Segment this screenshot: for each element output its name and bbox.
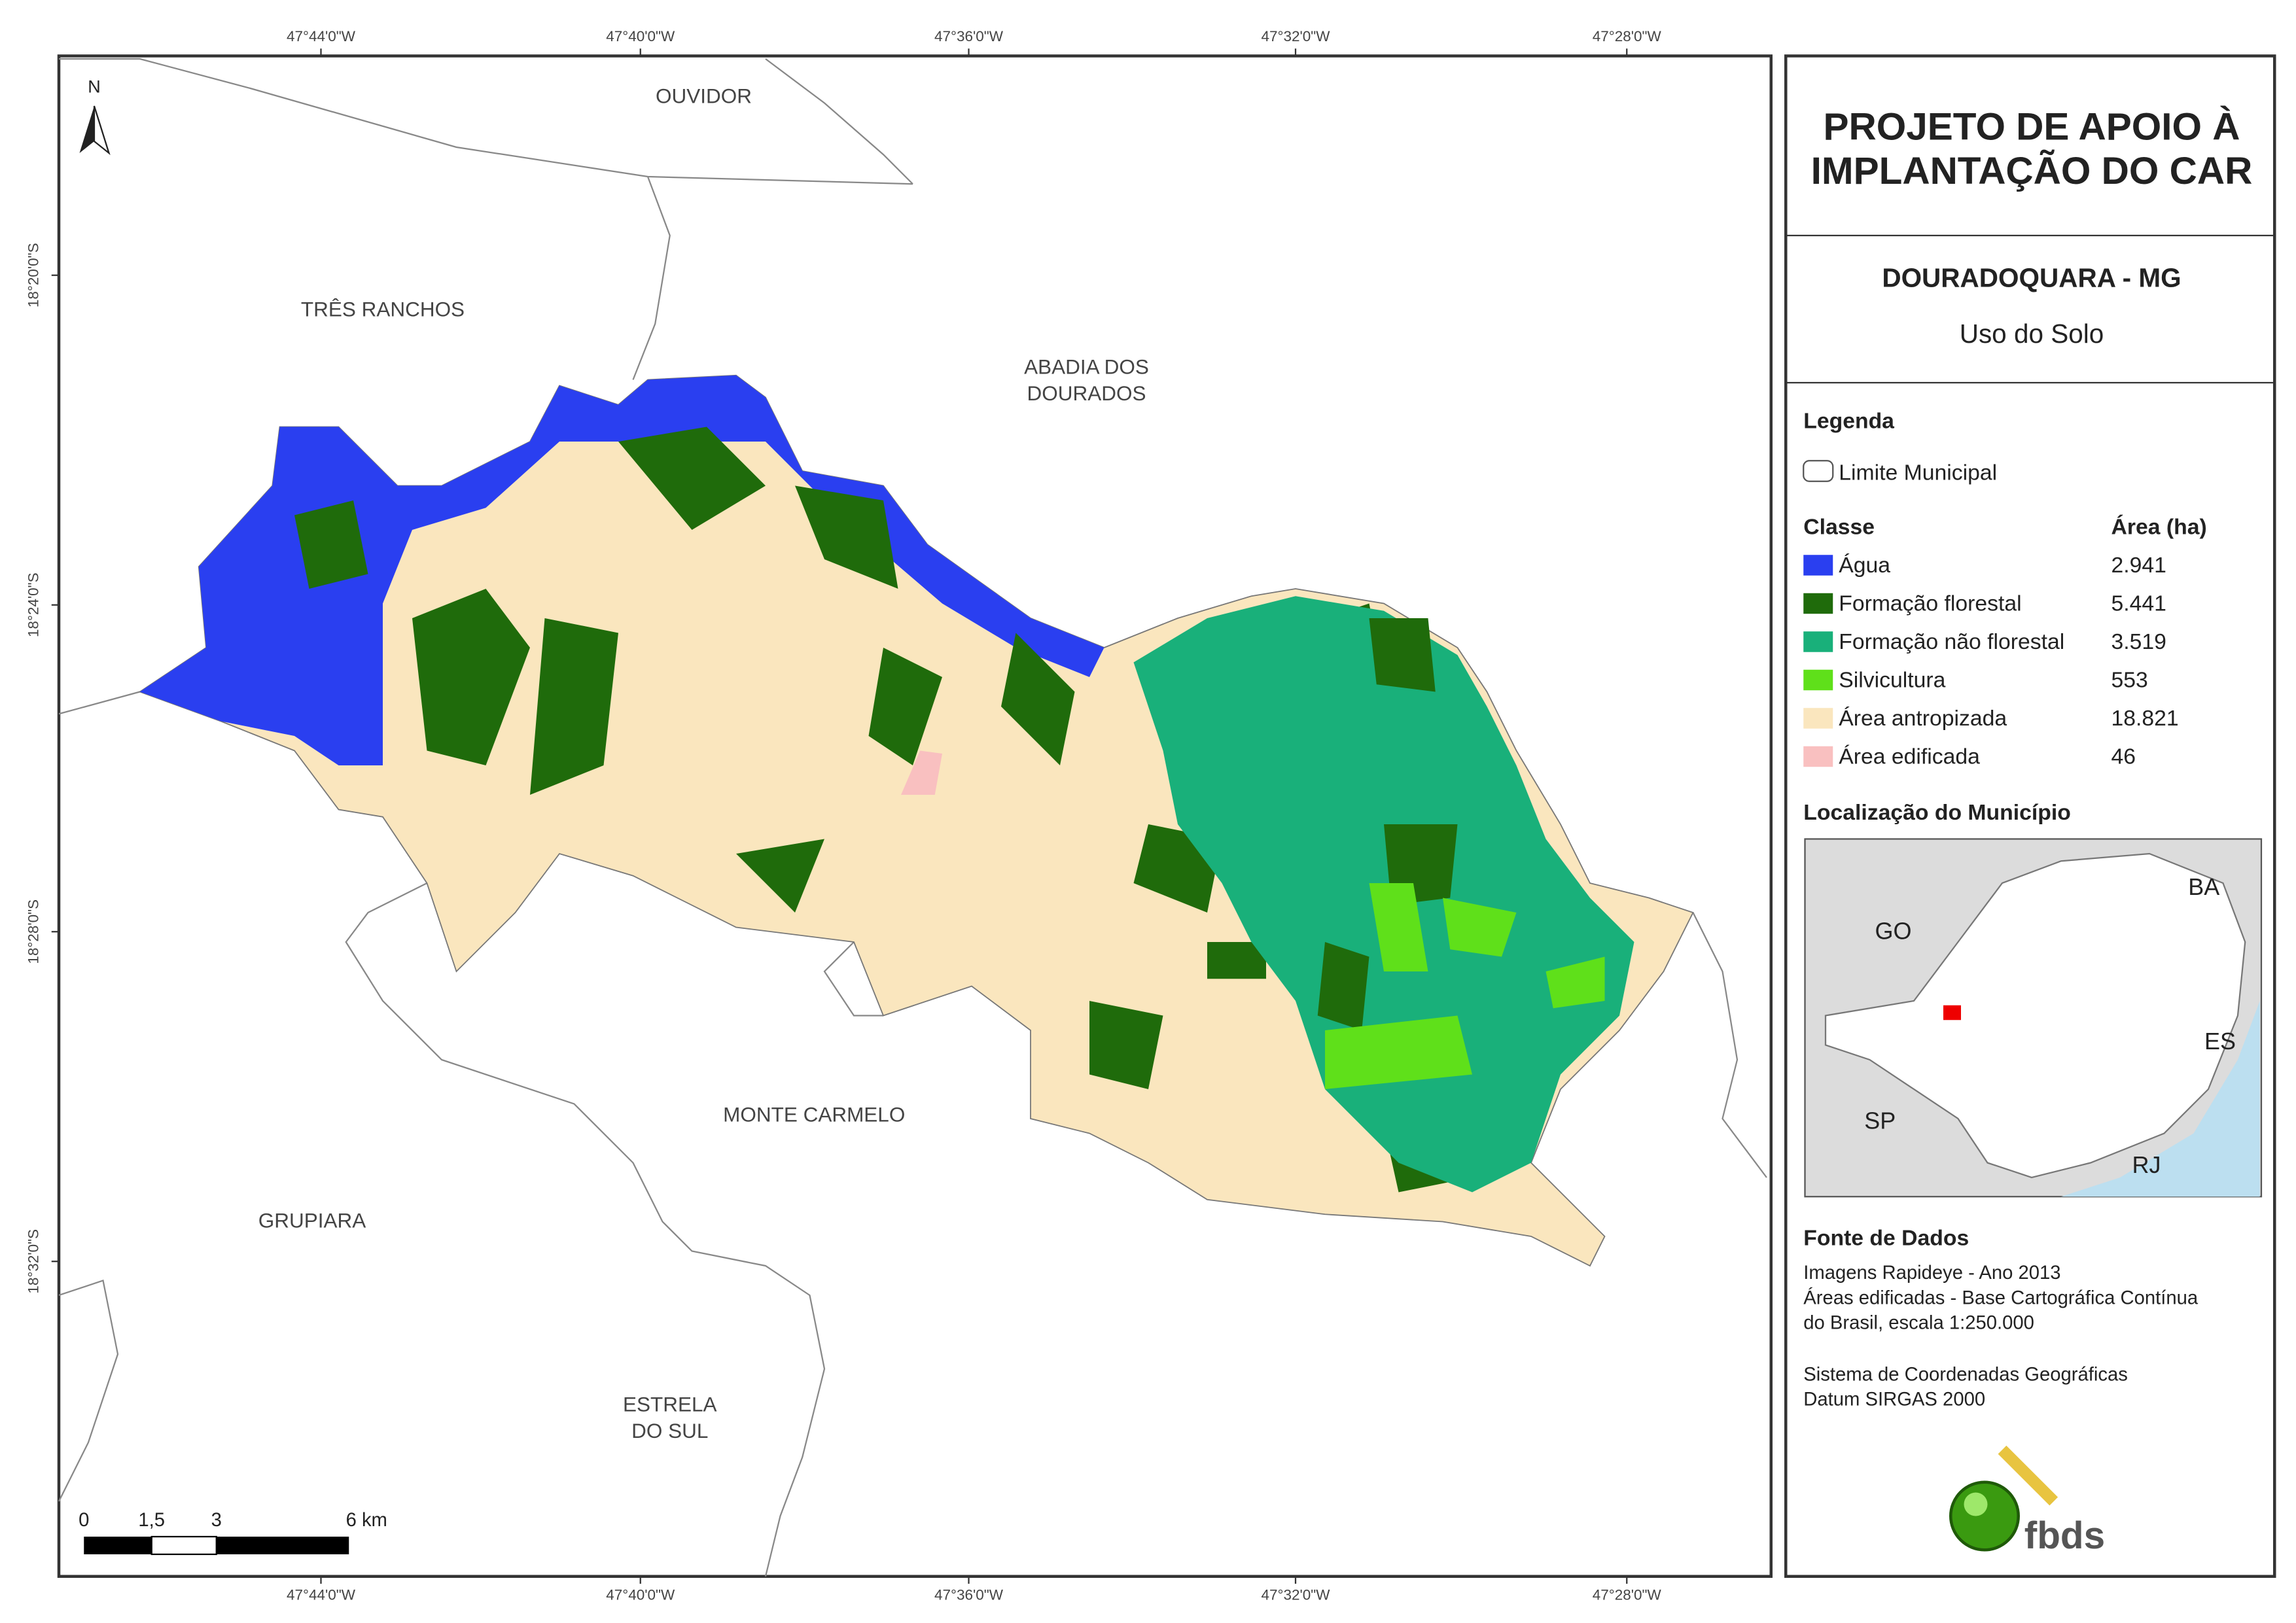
coordinates: 47°44'0"W 47°40'0"W 47°36'0"W 47°32'0"W 47°2… <box>25 28 1661 1603</box>
class-header: Classe <box>1803 515 1875 540</box>
legend-title: Legenda <box>1803 409 1894 434</box>
place-label: DO SUL <box>631 1419 708 1442</box>
scale-labels: 0 1,5 3 6 km <box>79 1510 387 1531</box>
legend-swatch <box>1803 708 1833 729</box>
legend-swatch <box>1803 746 1833 767</box>
legend-label: Área antropizada <box>1839 706 2007 731</box>
bottom-coordinate: 47°36'0"W <box>934 1587 1004 1603</box>
north-label: N <box>88 77 100 97</box>
legend-label: Água <box>1839 553 1890 578</box>
legend-area: 46 <box>2111 744 2136 769</box>
inset-label: SP <box>1864 1108 1896 1134</box>
top-coordinate: 47°36'0"W <box>934 28 1004 44</box>
place-label: OUVIDOR <box>656 84 752 107</box>
place-label: DOURADOS <box>1027 381 1146 405</box>
scale-label: 6 km <box>346 1510 387 1531</box>
inset-label: BA <box>2188 873 2219 900</box>
source-line: do Brasil, escala 1:250.000 <box>1803 1313 2034 1334</box>
bottom-coordinate: 47°44'0"W <box>287 1587 356 1603</box>
bottom-coordinate: 47°32'0"W <box>1261 1587 1330 1603</box>
place-label: ESTRELA <box>623 1393 716 1416</box>
legend-label: Silvicultura <box>1839 668 1945 693</box>
water-area <box>139 375 1104 765</box>
legend-area: 5.441 <box>2111 591 2166 616</box>
legend: Água 2.941 Formação florestal 5.441 Formação… <box>1803 553 2179 769</box>
source-line: Sistema de Coordenadas Geográficas <box>1803 1364 2128 1385</box>
sources: Imagens Rapideye - Ano 2013 Áreas edifica… <box>1803 1263 2199 1410</box>
boundary-label: Limite Municipal <box>1839 460 1997 485</box>
left-coordinate: 18°24'0"S <box>25 572 41 637</box>
title-line: IMPLANTAÇÃO DO CAR <box>1811 149 2253 192</box>
top-coordinate: 47°28'0"W <box>1593 28 1662 44</box>
forest-patches-east <box>1317 618 1458 1030</box>
place-label: MONTE CARMELO <box>723 1102 905 1126</box>
legend-swatch <box>1803 631 1833 652</box>
neighbor-boundaries <box>58 58 1767 1577</box>
scale-bar: 0 1,5 3 6 km <box>79 1510 387 1556</box>
place-label: GRUPIARA <box>258 1208 366 1232</box>
source-line: Imagens Rapideye - Ano 2013 <box>1803 1263 2060 1283</box>
boundary-swatch <box>1803 460 1834 482</box>
logo: fbds <box>1949 1445 2105 1557</box>
inset-label: RJ <box>2132 1151 2161 1178</box>
location-inset: BA GO ES SP RJ <box>1804 838 2263 1198</box>
location-title: Localização do Município <box>1803 800 2071 825</box>
title-line: PROJETO DE APOIO À <box>1824 105 2240 148</box>
place-label: ABADIA DOS <box>1024 355 1149 378</box>
legend-label: Formação florestal <box>1839 591 2021 616</box>
inset-label: GO <box>1875 917 1911 944</box>
source-line: Datum SIRGAS 2000 <box>1803 1389 1985 1410</box>
panel-frame <box>1784 54 2276 1578</box>
subtitle: Uso do Solo <box>1960 319 2104 349</box>
municipality-name: DOURADOQUARA - MG <box>1882 263 2181 293</box>
place-label: TRÊS RANCHOS <box>301 298 465 321</box>
left-coordinate: 18°28'0"S <box>25 899 41 964</box>
legend-label: Área edificada <box>1839 744 1980 769</box>
left-coordinate: 18°20'0"S <box>25 243 41 307</box>
area-header: Área (ha) <box>2111 515 2206 540</box>
legend-swatch <box>1803 669 1833 691</box>
inset-label: ES <box>2204 1028 2236 1055</box>
bottom-coordinate: 47°40'0"W <box>606 1587 675 1603</box>
silviculture-patches <box>1324 882 1605 1089</box>
left-coordinate: 18°32'0"S <box>25 1229 41 1294</box>
legend-area: 3.519 <box>2111 629 2166 654</box>
place-labels: OUVIDOR TRÊS RANCHOS ABADIA DOS DOURADOS MON… <box>258 84 1149 1442</box>
sources-title: Fonte de Dados <box>1803 1225 1969 1250</box>
bottom-coordinate: 47°28'0"W <box>1593 1587 1662 1603</box>
legend-swatch <box>1803 593 1833 614</box>
built-area <box>900 750 942 795</box>
legend-swatch <box>1803 555 1833 576</box>
legend-area: 2.941 <box>2111 553 2166 578</box>
legend-area: 18.821 <box>2111 706 2178 731</box>
municipality <box>138 374 1694 1267</box>
scale-label: 1,5 <box>138 1510 165 1531</box>
legend-area: 553 <box>2111 668 2147 693</box>
scale-label: 3 <box>211 1510 222 1531</box>
logo-text: fbds <box>2024 1514 2105 1557</box>
top-coordinate: 47°44'0"W <box>287 28 356 44</box>
scale-label: 0 <box>79 1510 89 1531</box>
top-coordinate: 47°40'0"W <box>606 28 675 44</box>
legend-label: Formação não florestal <box>1839 629 2064 654</box>
top-coordinate: 47°32'0"W <box>1261 28 1330 44</box>
source-line: Áreas edificadas - Base Cartográfica Con… <box>1803 1287 2199 1308</box>
